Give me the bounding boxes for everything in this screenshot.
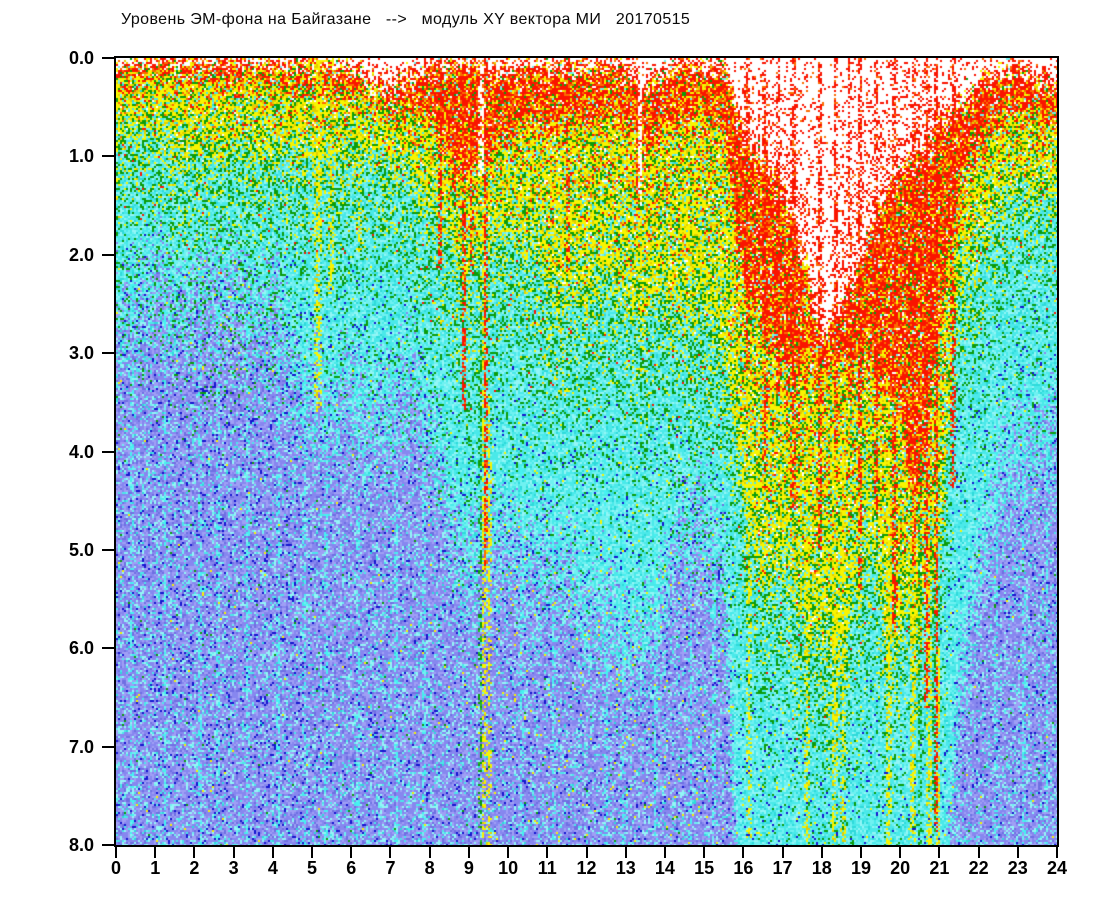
y-tick-label: 8.0	[68, 835, 94, 855]
x-tick	[1016, 847, 1019, 858]
x-tick	[781, 847, 784, 858]
x-tick-label: 6	[346, 858, 357, 878]
x-tick	[271, 847, 274, 858]
x-tick-label: 18	[811, 858, 832, 878]
y-tick	[102, 155, 114, 158]
y-tick	[102, 450, 114, 453]
x-tick	[389, 847, 392, 858]
y-tick	[102, 352, 114, 355]
y-tick-label: 7.0	[68, 736, 94, 757]
x-tick	[232, 847, 235, 858]
x-tick	[428, 847, 431, 858]
x-tick-label: 11	[537, 858, 557, 878]
x-tick-label: 17	[772, 858, 793, 878]
x-tick-label: 2	[189, 858, 200, 878]
x-tick-label: 16	[733, 858, 754, 878]
x-tick-label: 5	[307, 858, 318, 878]
y-tick-label: 4.0	[68, 441, 94, 462]
x-tick	[938, 847, 941, 858]
x-tick	[820, 847, 823, 858]
y-tick-label: 1.0	[68, 146, 94, 167]
x-tick	[742, 847, 745, 858]
x-tick	[193, 847, 196, 858]
y-tick	[102, 745, 114, 748]
x-tick-label: 12	[576, 858, 597, 878]
x-tick-label: 15	[694, 858, 715, 878]
y-tick	[102, 647, 114, 650]
x-tick-label: 4	[267, 858, 278, 878]
y-tick-label: 2.0	[68, 244, 94, 265]
x-tick	[507, 847, 510, 858]
x-tick-label: 8	[424, 858, 435, 878]
x-tick	[467, 847, 470, 858]
spectrogram-canvas	[116, 58, 1057, 845]
x-tick-label: 20	[890, 858, 911, 878]
y-tick-label: 0.0	[68, 48, 94, 68]
x-tick-label: 23	[1007, 858, 1028, 878]
y-tick	[102, 57, 114, 59]
x-tick	[154, 847, 157, 858]
y-tick	[102, 253, 114, 256]
x-tick	[899, 847, 902, 858]
chart-title: Уровень ЭМ-фона на Байгазане --> модуль …	[121, 11, 691, 28]
y-tick-label: 3.0	[68, 343, 94, 364]
x-tick	[546, 847, 549, 858]
x-tick	[703, 847, 706, 858]
y-tick-label: 5.0	[68, 539, 94, 560]
x-tick-label: 21	[929, 858, 950, 878]
x-tick-label: 1	[150, 858, 161, 878]
x-tick	[115, 847, 117, 858]
x-tick	[585, 847, 588, 858]
y-tick-label: 6.0	[68, 638, 94, 659]
y-tick	[102, 548, 114, 551]
x-tick-label: 10	[498, 858, 519, 878]
x-tick-label: 14	[654, 858, 675, 878]
x-tick-label: 0	[110, 858, 121, 878]
x-tick-label: 7	[385, 858, 396, 878]
x-tick-label: 19	[850, 858, 871, 878]
x-tick	[624, 847, 627, 858]
plot-area	[114, 56, 1059, 847]
x-tick-label: 24	[1046, 858, 1068, 878]
y-tick	[102, 844, 114, 846]
x-tick	[1056, 847, 1058, 858]
x-tick-label: 3	[228, 858, 239, 878]
x-tick	[859, 847, 862, 858]
x-tick	[977, 847, 980, 858]
x-tick-label: 9	[463, 858, 474, 878]
x-tick-label: 13	[615, 858, 636, 878]
x-tick	[311, 847, 314, 858]
x-tick-label: 22	[968, 858, 989, 878]
x-tick	[350, 847, 353, 858]
x-tick	[663, 847, 666, 858]
